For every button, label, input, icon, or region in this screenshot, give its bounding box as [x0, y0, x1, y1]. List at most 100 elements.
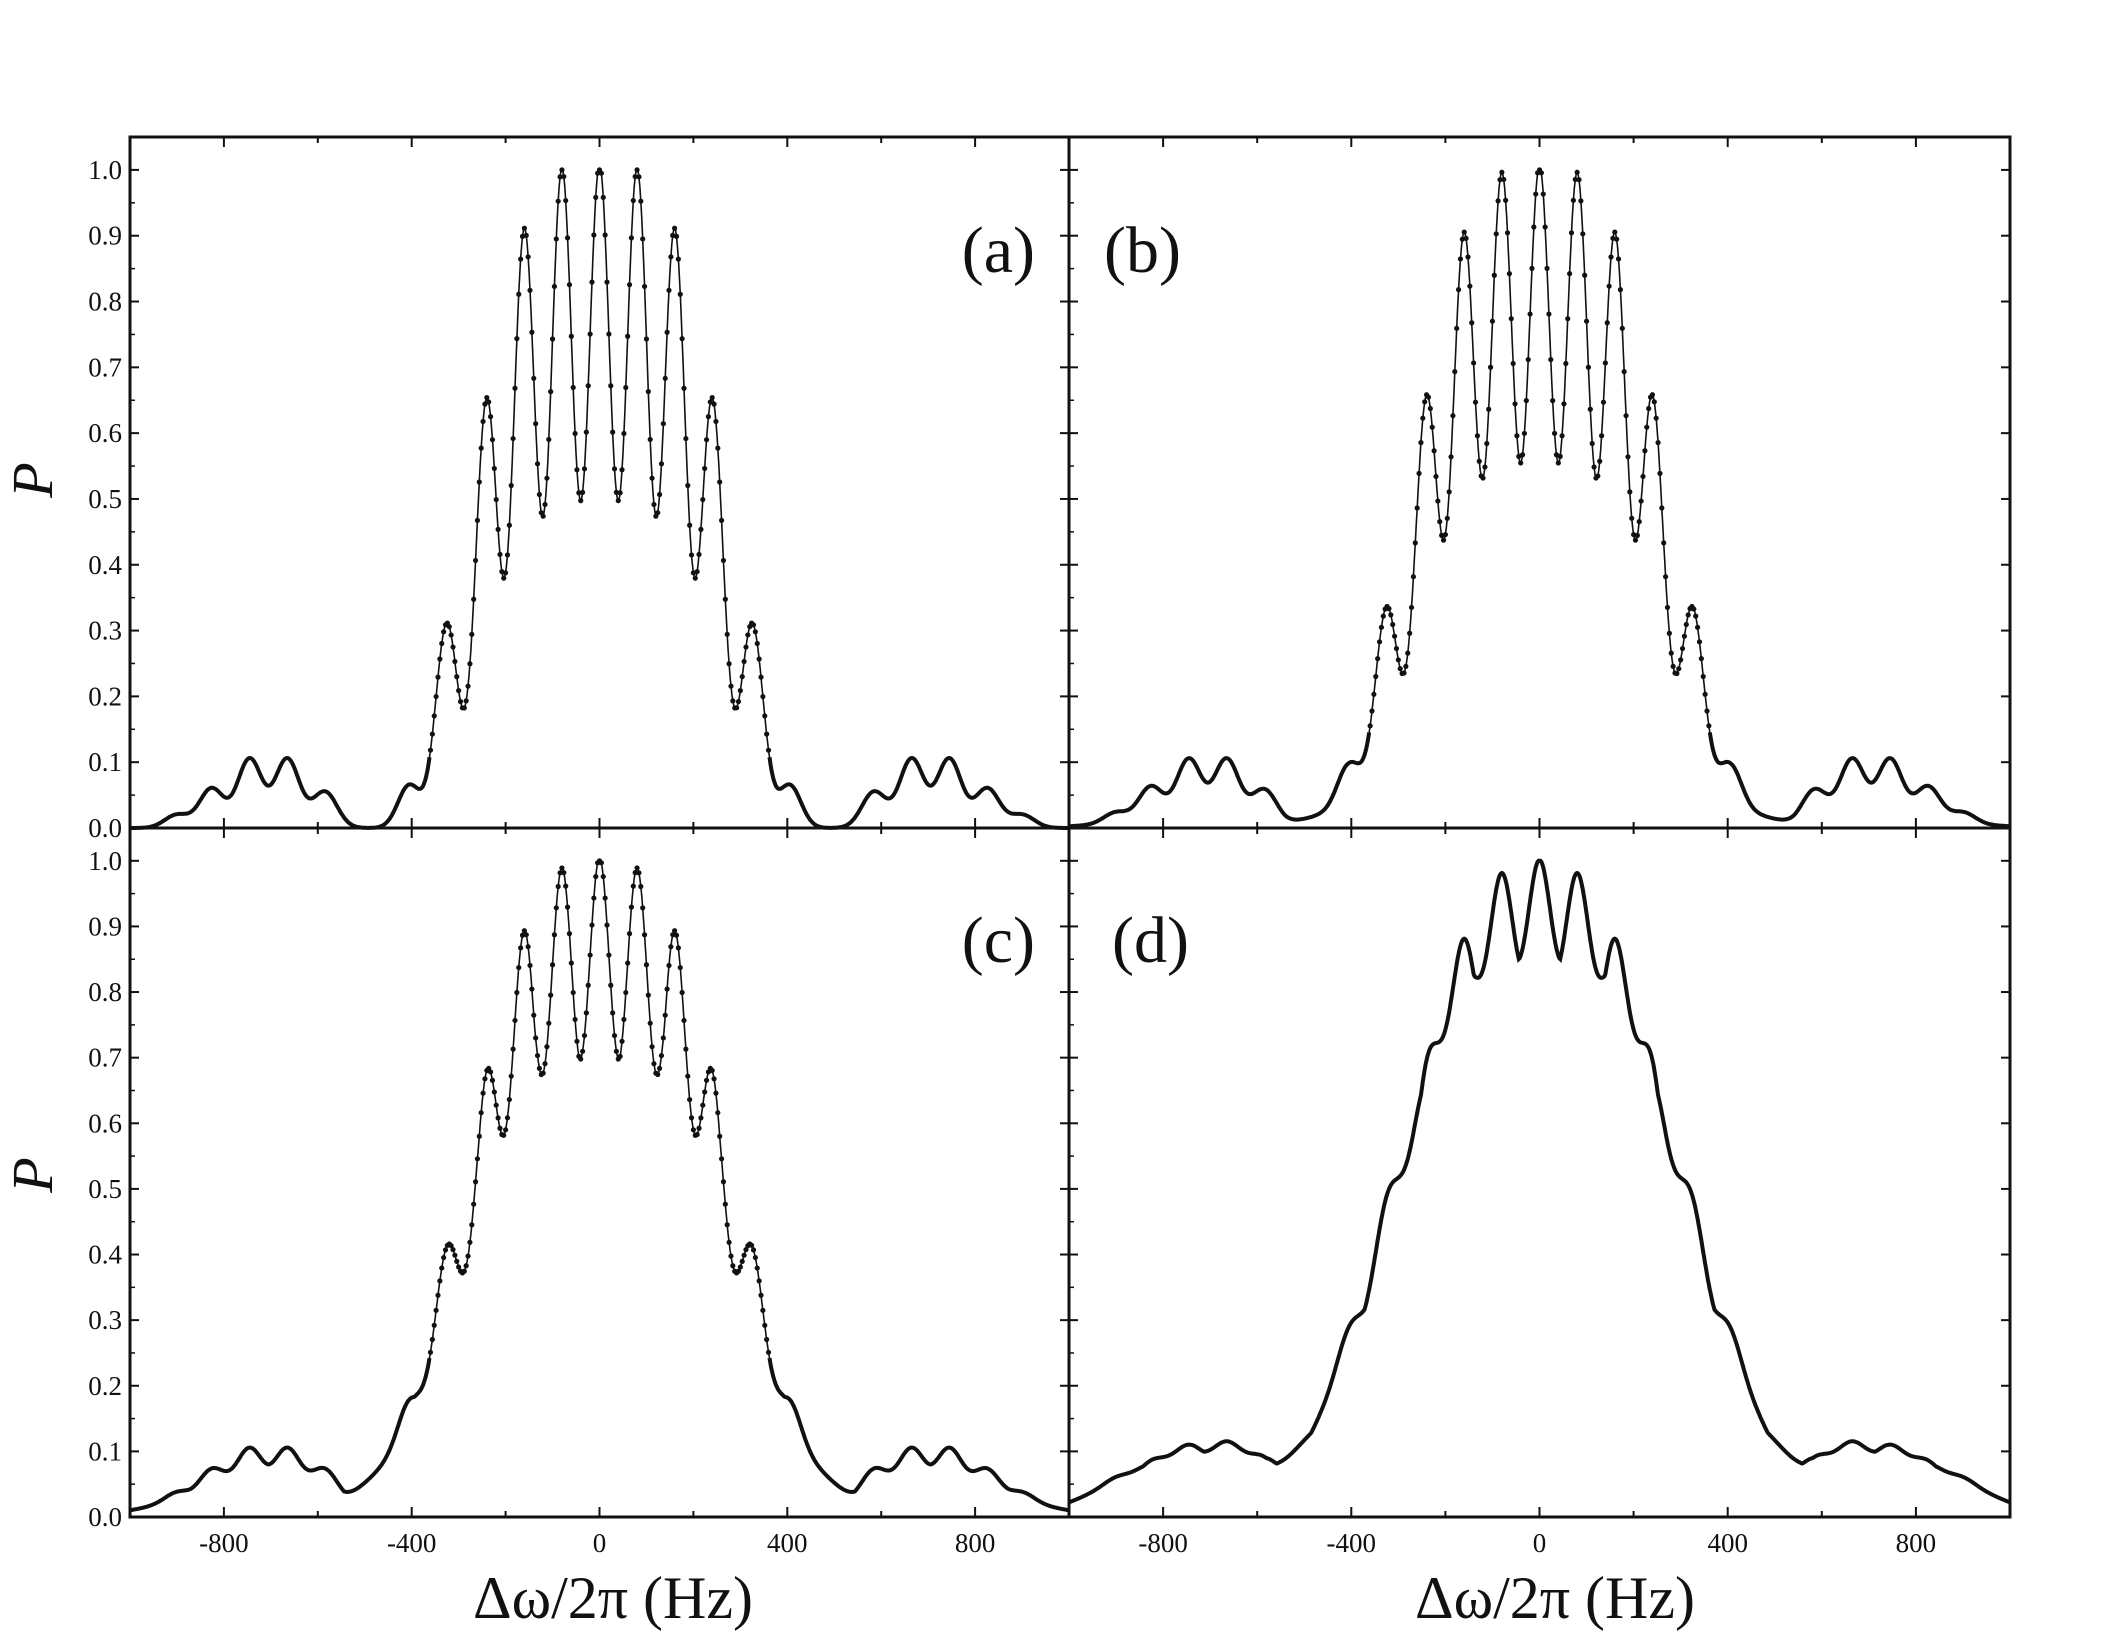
data-point — [1653, 415, 1659, 421]
data-point — [1629, 515, 1635, 521]
data-point — [476, 1133, 482, 1139]
panel-c: (c) P Δω/2π (Hz) 0.0 0.1 0.2 0.3 0.4 0.5 0.6 0.… — [0, 826, 1071, 1631]
data-point — [1583, 318, 1590, 324]
data-point — [673, 233, 680, 239]
data-point — [542, 501, 548, 508]
data-point — [726, 661, 732, 667]
data-point — [1691, 606, 1697, 612]
data-point — [1533, 191, 1539, 197]
data-point — [1617, 287, 1624, 293]
y-tick-label: 0.8 — [88, 287, 122, 317]
data-point — [1576, 177, 1582, 183]
data-point — [668, 254, 674, 260]
data-point — [478, 1110, 484, 1116]
x-tick-label: -800 — [1138, 1528, 1188, 1558]
data-point — [435, 674, 441, 680]
data-point — [518, 945, 524, 951]
data-point — [649, 1044, 655, 1050]
data-point — [673, 932, 680, 938]
data-point — [501, 575, 507, 581]
data-point — [542, 1061, 548, 1067]
data-point — [493, 1102, 499, 1108]
data-point — [718, 1156, 725, 1162]
data-point — [439, 640, 445, 647]
y-tick-label: 0.2 — [88, 681, 122, 711]
data-point — [636, 174, 642, 180]
data-point — [482, 401, 488, 407]
data-point — [512, 385, 518, 391]
data-point — [1380, 613, 1386, 619]
data-point — [456, 1264, 462, 1270]
data-point — [471, 596, 477, 602]
data-point — [1472, 399, 1479, 405]
x-axis-label: Δω/2π (Hz) — [1415, 1565, 1695, 1631]
data-point — [728, 1253, 734, 1259]
data-point — [709, 394, 715, 401]
data-point — [730, 698, 736, 704]
data-point — [760, 693, 766, 700]
data-point — [491, 1089, 497, 1095]
data-point — [1503, 197, 1509, 203]
data-point — [632, 870, 638, 876]
data-point — [604, 279, 610, 285]
data-point — [491, 465, 497, 472]
data-point — [677, 964, 683, 971]
y-axis-label: P — [0, 1157, 65, 1193]
data-point — [713, 418, 719, 425]
data-point — [1369, 708, 1375, 714]
data-point — [643, 962, 650, 968]
data-point — [756, 1278, 762, 1284]
data-point — [717, 479, 723, 485]
plot-frame — [1067, 826, 2012, 1519]
y-tick-label: 0.4 — [88, 1240, 122, 1270]
data-point — [664, 329, 670, 335]
data-point — [476, 479, 482, 485]
data-point — [651, 501, 657, 508]
data-point — [564, 904, 571, 910]
panel-label: (a) — [962, 214, 1035, 287]
series-wing — [129, 1357, 1070, 1513]
data-point — [1612, 229, 1618, 235]
data-point — [578, 498, 584, 504]
data-point — [722, 1201, 728, 1207]
data-point — [478, 445, 484, 451]
data-point — [1378, 624, 1385, 630]
data-point — [735, 698, 742, 705]
data-point — [641, 283, 648, 290]
data-point — [504, 552, 511, 558]
data-point — [570, 989, 576, 996]
data-point — [1681, 633, 1688, 639]
data-point — [512, 1017, 518, 1024]
data-point — [593, 873, 599, 880]
data-point — [675, 945, 681, 951]
data-point — [634, 865, 640, 871]
data-point — [735, 1268, 742, 1274]
data-point — [514, 336, 520, 342]
data-point — [516, 291, 522, 297]
data-point — [439, 1265, 445, 1271]
data-point — [626, 931, 633, 937]
data-point — [1375, 656, 1381, 662]
data-point — [435, 1292, 441, 1298]
data-point — [613, 1048, 620, 1054]
data-point — [1442, 531, 1448, 538]
data-point — [506, 522, 512, 528]
data-point — [533, 1035, 539, 1041]
data-point — [685, 482, 691, 489]
data-point — [454, 1258, 460, 1264]
data-point — [1499, 169, 1505, 175]
series-line — [1069, 169, 2010, 827]
data-point — [1393, 645, 1400, 652]
data-point — [591, 895, 597, 901]
data-point — [549, 336, 556, 342]
panel-d: (d) Δω/2π (Hz) -800 -400 0 400 800 — [1067, 826, 2012, 1631]
data-point — [1471, 360, 1477, 366]
data-point — [1497, 177, 1503, 183]
data-point — [1600, 399, 1607, 405]
x-tick-label: 0 — [593, 1528, 607, 1558]
data-point — [457, 698, 464, 705]
data-point — [1529, 265, 1535, 271]
data-point — [540, 1070, 546, 1076]
data-point — [690, 1127, 697, 1133]
